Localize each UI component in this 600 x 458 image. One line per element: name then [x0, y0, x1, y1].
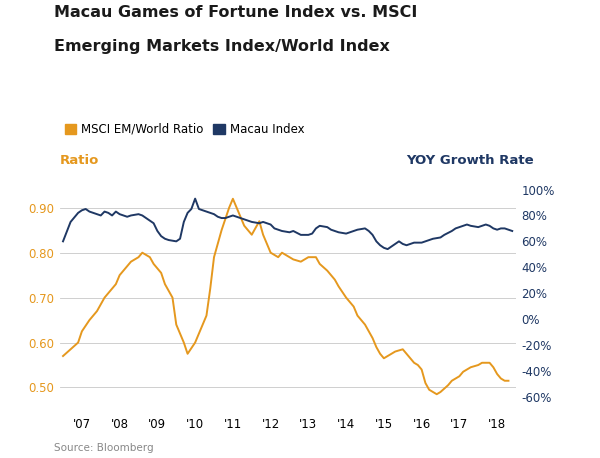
Text: Emerging Markets Index/World Index: Emerging Markets Index/World Index	[54, 39, 390, 54]
Text: Macau Games of Fortune Index vs. MSCI: Macau Games of Fortune Index vs. MSCI	[54, 5, 418, 20]
Legend: MSCI EM/World Ratio, Macau Index: MSCI EM/World Ratio, Macau Index	[60, 118, 309, 141]
Text: Source: Bloomberg: Source: Bloomberg	[54, 443, 154, 453]
Text: Ratio: Ratio	[60, 154, 100, 167]
Text: YOY Growth Rate: YOY Growth Rate	[406, 154, 534, 167]
